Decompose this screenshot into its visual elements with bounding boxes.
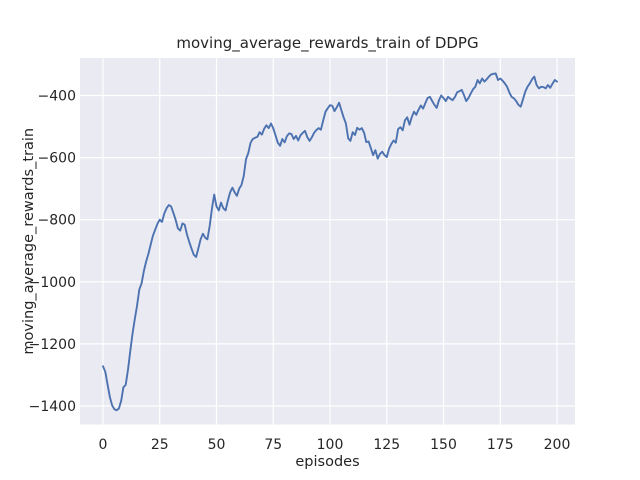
x-tick-label: 150 (430, 437, 457, 453)
x-tick-label: 50 (208, 437, 226, 453)
y-tick-label: −800 (38, 213, 76, 229)
y-tick-label: −400 (38, 89, 76, 105)
plot-area (80, 58, 575, 425)
x-tick-label: 25 (151, 437, 169, 453)
y-tick-label: −1000 (29, 275, 76, 291)
x-tick-label: 0 (99, 437, 108, 453)
y-tick-labels: −400 −600 −800 −1000 −1200 −1400 (29, 89, 76, 415)
series-line (102, 72, 558, 412)
x-tick-label: 100 (317, 437, 344, 453)
x-tick-label: 175 (487, 437, 514, 453)
x-tick-label: 75 (264, 437, 282, 453)
chart-title: moving_average_rewards_train of DDPG (176, 34, 478, 53)
y-tick-label: −1400 (29, 399, 76, 415)
grid-lines (80, 58, 575, 425)
x-axis-label: episodes (295, 454, 359, 470)
x-tick-labels: 0 25 50 75 100 125 150 175 200 (99, 437, 571, 453)
y-tick-label: −1200 (29, 337, 76, 353)
y-tick-label: −600 (38, 151, 76, 167)
x-tick-label: 200 (544, 437, 571, 453)
x-tick-label: 125 (373, 437, 400, 453)
y-axis-label: moving_average_rewards_train (21, 128, 37, 355)
